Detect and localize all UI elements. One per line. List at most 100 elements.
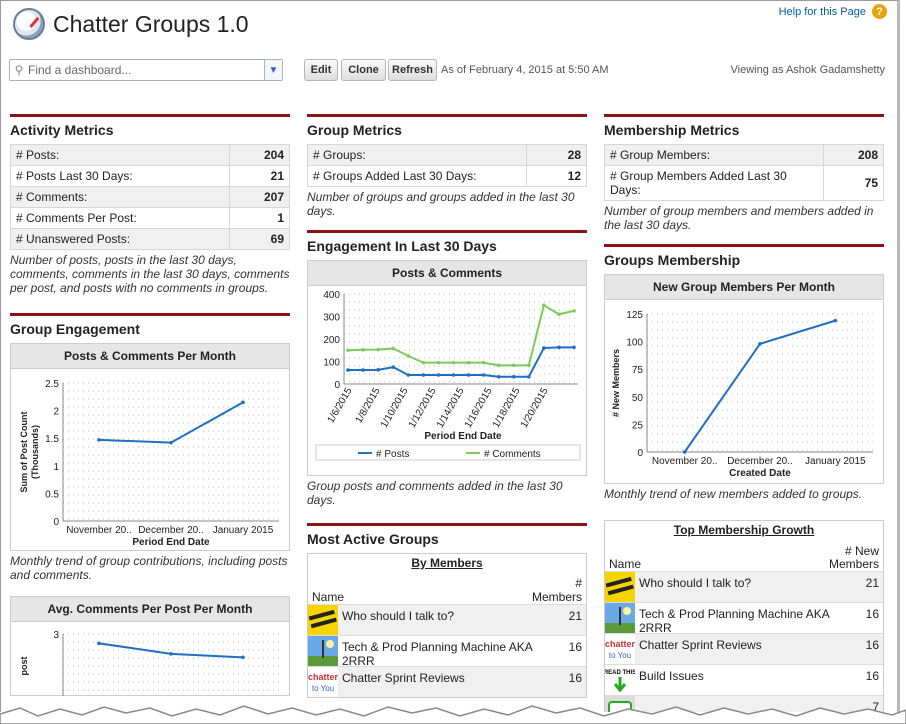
- dashboard-search[interactable]: ⚲ Find a dashboard... ▼: [9, 59, 283, 81]
- data-point: [527, 363, 531, 368]
- chart-plot: 0 25 50 75 100 125 November 20.. December 20.. J…: [611, 310, 873, 479]
- group-thumbnail[interactable]: chatter to You: [308, 667, 338, 697]
- group-thumbnail[interactable]: [308, 636, 338, 666]
- series-line: [347, 303, 575, 367]
- chart-title: New Group Members Per Month: [605, 275, 883, 300]
- group-thumbnail[interactable]: READ THIS: [605, 665, 635, 695]
- membership-metrics-table[interactable]: # Group Members: 208 # Group Members Added…: [604, 144, 884, 201]
- x-tick-label: 1/12/2015: [407, 386, 439, 430]
- group-name[interactable]: Who should I talk to?: [639, 576, 752, 590]
- data-point: [436, 373, 441, 377]
- table-row[interactable]: READ THIS Build Issues 16: [605, 664, 883, 695]
- metric-value: 21: [229, 165, 290, 187]
- y-axis-label: post: [19, 656, 29, 675]
- group-name[interactable]: Tech & Prod Planning Machine AKA 2RRR: [342, 640, 533, 668]
- page-title: Chatter Groups 1.0: [53, 10, 249, 37]
- chevron-down-icon[interactable]: ▼: [264, 60, 282, 80]
- table-title[interactable]: By Members: [411, 556, 483, 570]
- table-row[interactable]: chatter to You Chatter Sprint Reviews 16: [308, 666, 586, 697]
- legend-box: [315, 444, 581, 461]
- x-axis-label: Created Date: [729, 468, 791, 479]
- metric-row[interactable]: # Posts Last 30 Days: 21: [10, 165, 290, 187]
- x-tick-label: November 20..: [652, 456, 718, 467]
- group-name[interactable]: Chatter Sprint Reviews: [342, 671, 465, 685]
- metric-value: 69: [229, 228, 290, 250]
- metric-row[interactable]: # Group Members: 208: [604, 144, 884, 166]
- table-header: Name # Members: [308, 572, 586, 604]
- metric-value: 1: [229, 207, 290, 229]
- metric-value: 207: [229, 186, 290, 208]
- col-name: Name: [609, 557, 642, 571]
- x-tick-label: 1/18/2015: [491, 386, 523, 430]
- data-point: [406, 373, 411, 377]
- metric-row[interactable]: # Comments: 207: [10, 186, 290, 208]
- question-icon[interactable]: ?: [872, 4, 887, 19]
- posts-comments-chart[interactable]: Posts & Comments 0 100 200 300 400 1/6/2015 1/…: [307, 260, 587, 476]
- most-active-title: Most Active Groups: [307, 523, 587, 553]
- data-point: [682, 450, 687, 454]
- help-link-label[interactable]: Help for this Page: [778, 5, 866, 18]
- search-input[interactable]: Find a dashboard...: [28, 63, 132, 77]
- refresh-button[interactable]: Refresh: [388, 59, 437, 81]
- data-point: [391, 365, 395, 369]
- member-count: 21: [865, 576, 879, 590]
- table-row[interactable]: Who should I talk to? 21: [308, 604, 586, 635]
- y-tick-label: 0: [53, 517, 59, 528]
- top-growth-table[interactable]: Top Membership Growth Name # New Members…: [604, 520, 884, 712]
- data-point: [97, 641, 101, 646]
- clone-button[interactable]: Clone: [341, 59, 386, 81]
- group-thumbnail[interactable]: [605, 603, 635, 633]
- help-link[interactable]: Help for this Page ?: [779, 4, 887, 19]
- y-tick-label: 1: [53, 462, 59, 473]
- data-point: [436, 360, 441, 365]
- group-name[interactable]: Tech & Prod Planning Machine AKA 2RRR: [639, 607, 830, 635]
- group-name[interactable]: Who should I talk to?: [342, 609, 455, 623]
- avg-comments-chart[interactable]: Avg. Comments Per Post Per Month 3 post: [10, 596, 290, 696]
- most-active-table[interactable]: By Members Name # Members Who should I t…: [307, 553, 587, 698]
- dashboard-gauge-icon: [13, 8, 45, 40]
- membership-metrics-title: Membership Metrics: [604, 114, 884, 144]
- activity-description: Number of posts, posts in the last 30 da…: [10, 253, 290, 295]
- group-thumbnail[interactable]: chatter to You: [605, 634, 635, 664]
- metric-row[interactable]: # Groups: 28: [307, 144, 587, 166]
- group-name[interactable]: Build Issues: [639, 669, 704, 683]
- data-point: [481, 360, 486, 365]
- y-tick-label: 300: [323, 313, 340, 324]
- group-metrics-table[interactable]: # Groups: 28 # Groups Added Last 30 Days: 1…: [307, 144, 587, 187]
- group-name[interactable]: Chatter Sprint Reviews: [639, 638, 762, 652]
- chart-plot: 0 0.5 1 1.5 2 2.5 November 20.. December 20.. Ja…: [19, 379, 279, 548]
- metric-row[interactable]: # Groups Added Last 30 Days: 12: [307, 165, 587, 187]
- group-thumbnail[interactable]: [605, 572, 635, 602]
- data-point: [346, 348, 350, 353]
- chart-title: Posts & Comments: [308, 261, 586, 286]
- x-axis-label: Period End Date: [424, 431, 502, 442]
- metric-row[interactable]: # Comments Per Post: 1: [10, 207, 290, 229]
- metric-value: 12: [526, 165, 587, 187]
- group-thumbnail[interactable]: [308, 605, 338, 635]
- data-point: [421, 360, 426, 365]
- metric-row[interactable]: # Group Members Added Last 30 Days: 75: [604, 165, 884, 201]
- table-row[interactable]: Tech & Prod Planning Machine AKA 2RRR 16: [605, 602, 883, 635]
- table-header: Name # New Members: [605, 539, 883, 572]
- table-title[interactable]: Top Membership Growth: [673, 523, 815, 537]
- chart-plot: 3 post: [19, 630, 279, 696]
- metric-label: # Groups Added Last 30 Days:: [307, 165, 527, 187]
- data-point: [758, 342, 762, 346]
- metric-row[interactable]: # Unanswered Posts: 69: [10, 228, 290, 250]
- member-count: 16: [865, 607, 879, 621]
- col-members: # Members: [531, 576, 582, 604]
- table-row[interactable]: chatter to You Chatter Sprint Reviews 16: [605, 633, 883, 664]
- metric-value: 75: [823, 165, 884, 201]
- engagement-30-description: Group posts and comments added in the la…: [307, 479, 563, 507]
- edit-button[interactable]: Edit: [304, 59, 338, 81]
- table-row[interactable]: Tech & Prod Planning Machine AKA 2RRR 16: [308, 635, 586, 668]
- activity-metrics-table[interactable]: # Posts: 204 # Posts Last 30 Days: 21 # Comm…: [10, 144, 290, 250]
- posts-comments-per-month-chart[interactable]: Posts & Comments Per Month 0 0.5 1 1.5 2 2.5 N…: [10, 343, 290, 551]
- metric-row[interactable]: # Posts: 204: [10, 144, 290, 166]
- dashboard-header: Chatter Groups 1.0: [13, 7, 249, 41]
- table-row[interactable]: Who should I talk to? 21: [605, 571, 883, 602]
- chart-title: Avg. Comments Per Post Per Month: [11, 597, 289, 622]
- new-members-chart[interactable]: New Group Members Per Month 0 25 50 75 100 12…: [604, 274, 884, 484]
- x-tick-label: 1/14/2015: [435, 386, 467, 430]
- metric-label: # Unanswered Posts:: [10, 228, 230, 250]
